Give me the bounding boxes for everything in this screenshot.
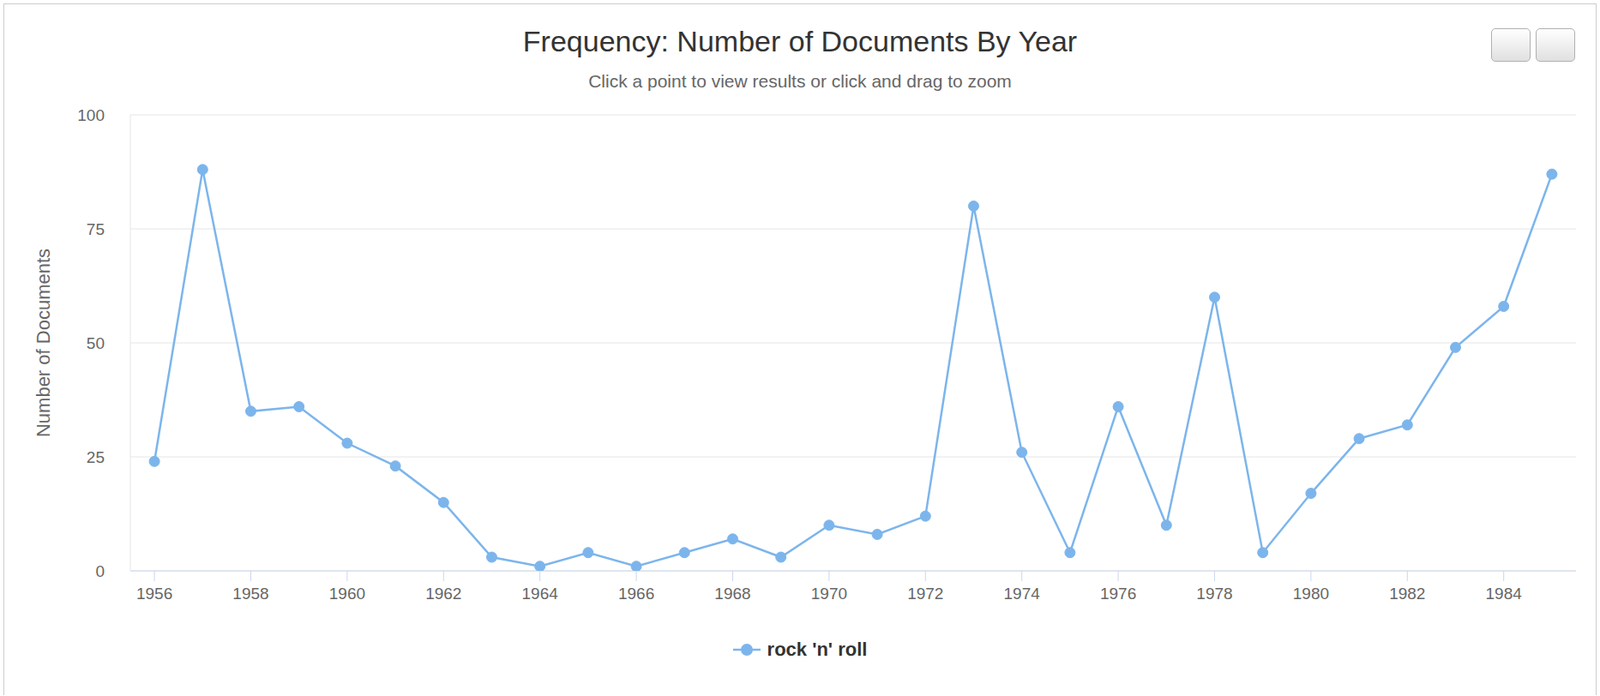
- svg-text:1968: 1968: [714, 584, 751, 603]
- svg-text:1956: 1956: [136, 584, 173, 603]
- svg-text:1960: 1960: [329, 584, 366, 603]
- svg-text:1972: 1972: [907, 584, 944, 603]
- svg-text:1974: 1974: [1004, 584, 1041, 603]
- html-text:Click a point to view results: Click a point to view results or click a…: [588, 71, 1012, 91]
- html-text:rock 'n' roll: rock 'n' roll: [767, 638, 868, 661]
- svg-text:75: 75: [86, 220, 105, 239]
- svg-text:1958: 1958: [232, 584, 269, 603]
- svg-text:100: 100: [77, 106, 105, 125]
- svg-text:1976: 1976: [1100, 584, 1137, 603]
- svg-text:1962: 1962: [425, 584, 462, 603]
- svg-text:1970: 1970: [811, 584, 848, 603]
- svg-text:50: 50: [86, 334, 105, 353]
- svg-text:25: 25: [86, 448, 105, 467]
- html-text:Number of Documents: Number of Documents: [32, 248, 55, 438]
- html-text:Frequency: Number of Documents: Frequency: Number of Documents By Year: [522, 24, 1078, 58]
- svg-text:1978: 1978: [1196, 584, 1233, 603]
- svg-text:1982: 1982: [1389, 584, 1426, 603]
- svg-text:1966: 1966: [618, 584, 655, 603]
- svg-text:1964: 1964: [522, 584, 560, 603]
- svg-text:0: 0: [95, 562, 105, 581]
- svg-text:1984: 1984: [1485, 584, 1523, 603]
- svg-text:1980: 1980: [1293, 584, 1330, 603]
